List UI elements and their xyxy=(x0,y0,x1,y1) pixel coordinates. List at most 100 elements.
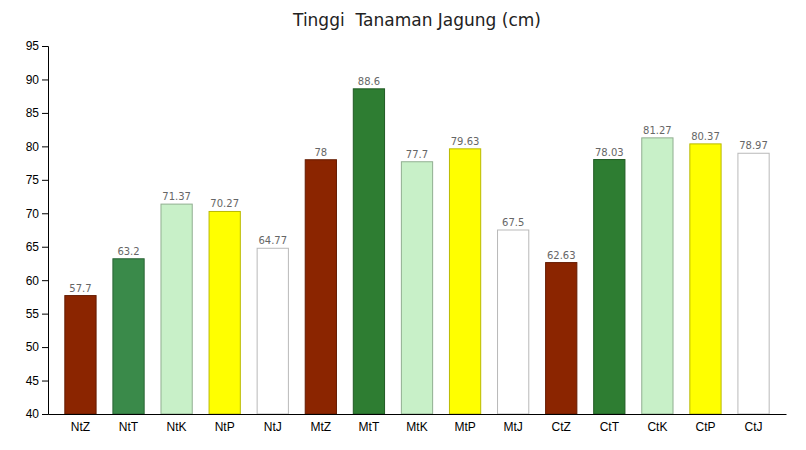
y-tick-label: 40 xyxy=(26,407,40,421)
data-label: 71.37 xyxy=(162,191,191,202)
y-tick-mark xyxy=(42,146,48,147)
data-label: 78.97 xyxy=(739,140,768,151)
data-label: 88.6 xyxy=(358,76,380,87)
y-tick-label: 55 xyxy=(26,307,40,321)
chart: 40 45 50 55 60 65 70 75 80 85 90 95 NtZ NtT NtK NtP NtJ M… xyxy=(0,0,806,450)
x-tick: CtJ xyxy=(745,420,763,434)
x-tick: NtJ xyxy=(264,420,282,434)
y-tick-mark xyxy=(42,347,48,348)
x-tick: NtT xyxy=(119,420,139,434)
data-label: 81.27 xyxy=(643,125,672,136)
data-label: 62.63 xyxy=(547,250,576,261)
x-tick-label: MtZ xyxy=(311,420,332,434)
bar xyxy=(401,162,432,414)
x-tick: NtP xyxy=(215,420,235,434)
y-tick: 80 xyxy=(26,140,48,154)
x-tick-label: NtP xyxy=(215,420,235,434)
x-tick-label: NtJ xyxy=(264,420,282,434)
y-tick: 70 xyxy=(26,207,48,221)
y-tick: 40 xyxy=(26,407,48,421)
y-tick: 55 xyxy=(26,307,48,321)
y-tick-mark xyxy=(42,213,48,214)
x-tick-label: MtT xyxy=(359,420,380,434)
y-tick: 50 xyxy=(26,340,48,354)
x-tick: CtT xyxy=(600,420,620,434)
bar xyxy=(594,160,625,414)
x-tick: MtZ xyxy=(311,420,332,434)
x-tick: CtP xyxy=(695,420,715,434)
y-tick-label: 45 xyxy=(26,374,40,388)
y-tick: 75 xyxy=(26,173,48,187)
y-tick-mark xyxy=(42,314,48,315)
y-tick-mark xyxy=(42,180,48,181)
x-tick-label: NtT xyxy=(119,420,139,434)
bar xyxy=(257,248,288,414)
x-tick: MtK xyxy=(406,420,427,434)
bar xyxy=(161,204,192,414)
x-tick-label: MtP xyxy=(454,420,475,434)
x-tick-label: NtK xyxy=(167,420,187,434)
y-tick: 65 xyxy=(26,240,48,254)
x-tick-label: MtJ xyxy=(503,420,522,434)
x-tick: NtK xyxy=(167,420,187,434)
x-tick-label: CtT xyxy=(600,420,620,434)
y-tick-label: 75 xyxy=(26,173,40,187)
title: Tinggi Tanaman Jagung (cm) xyxy=(292,10,541,30)
x-axis: NtZ NtT NtK NtP NtJ MtZ MtT MtK MtP MtJ CtZ CtT CtK C… xyxy=(49,415,787,434)
y-tick-mark xyxy=(42,79,48,80)
y-tick: 90 xyxy=(26,73,48,87)
y-tick: 45 xyxy=(26,374,48,388)
bar xyxy=(546,263,577,414)
y-tick-label: 90 xyxy=(26,73,40,87)
y-tick-label: 80 xyxy=(26,140,40,154)
bar xyxy=(209,211,240,414)
x-tick-label: NtZ xyxy=(71,420,90,434)
bars xyxy=(65,89,769,414)
bar xyxy=(305,160,336,414)
data-label: 63.2 xyxy=(117,246,139,257)
x-tick-label: CtZ xyxy=(552,420,571,434)
data-label: 64.77 xyxy=(258,235,287,246)
y-tick-label: 60 xyxy=(26,274,40,288)
bar xyxy=(738,153,769,414)
x-tick-label: MtK xyxy=(406,420,427,434)
y-axis-line xyxy=(42,47,49,415)
x-tick: MtJ xyxy=(503,420,522,434)
y-tick: 60 xyxy=(26,274,48,288)
x-tick: CtZ xyxy=(552,420,571,434)
y-tick: 95 xyxy=(26,39,48,53)
data-label: 70.27 xyxy=(210,198,239,209)
data-label: 57.7 xyxy=(69,283,91,294)
data-label: 79.63 xyxy=(451,136,480,147)
y-tick-mark xyxy=(42,247,48,248)
data-label: 77.7 xyxy=(406,149,428,160)
bar xyxy=(113,259,144,414)
x-tick-label: CtJ xyxy=(745,420,763,434)
y-tick-mark xyxy=(42,280,48,281)
y-tick-mark xyxy=(42,46,48,47)
bar xyxy=(353,89,384,414)
y-tick-mark xyxy=(42,414,48,415)
bar xyxy=(690,144,721,414)
bar xyxy=(642,138,673,414)
bar xyxy=(65,296,96,414)
y-tick: 85 xyxy=(26,106,48,120)
x-tick: NtZ xyxy=(71,420,90,434)
y-tick-label: 65 xyxy=(26,240,40,254)
y-tick-label: 70 xyxy=(26,207,40,221)
data-label: 67.5 xyxy=(502,217,524,228)
x-axis-line xyxy=(49,414,787,415)
y-tick-label: 50 xyxy=(26,340,40,354)
data-label: 78.03 xyxy=(595,147,624,158)
y-axis: 40 45 50 55 60 65 70 75 80 85 90 95 xyxy=(26,39,49,421)
x-tick: CtK xyxy=(647,420,667,434)
x-tick-label: CtP xyxy=(695,420,715,434)
y-tick-mark xyxy=(42,381,48,382)
y-tick-mark xyxy=(42,113,48,114)
data-labels: 57.763.271.3770.2764.777888.677.779.6367… xyxy=(69,76,768,294)
bar xyxy=(449,149,480,414)
x-tick: MtT xyxy=(359,420,380,434)
y-tick-label: 85 xyxy=(26,106,40,120)
data-label: 80.37 xyxy=(691,131,720,142)
bar xyxy=(498,230,529,414)
